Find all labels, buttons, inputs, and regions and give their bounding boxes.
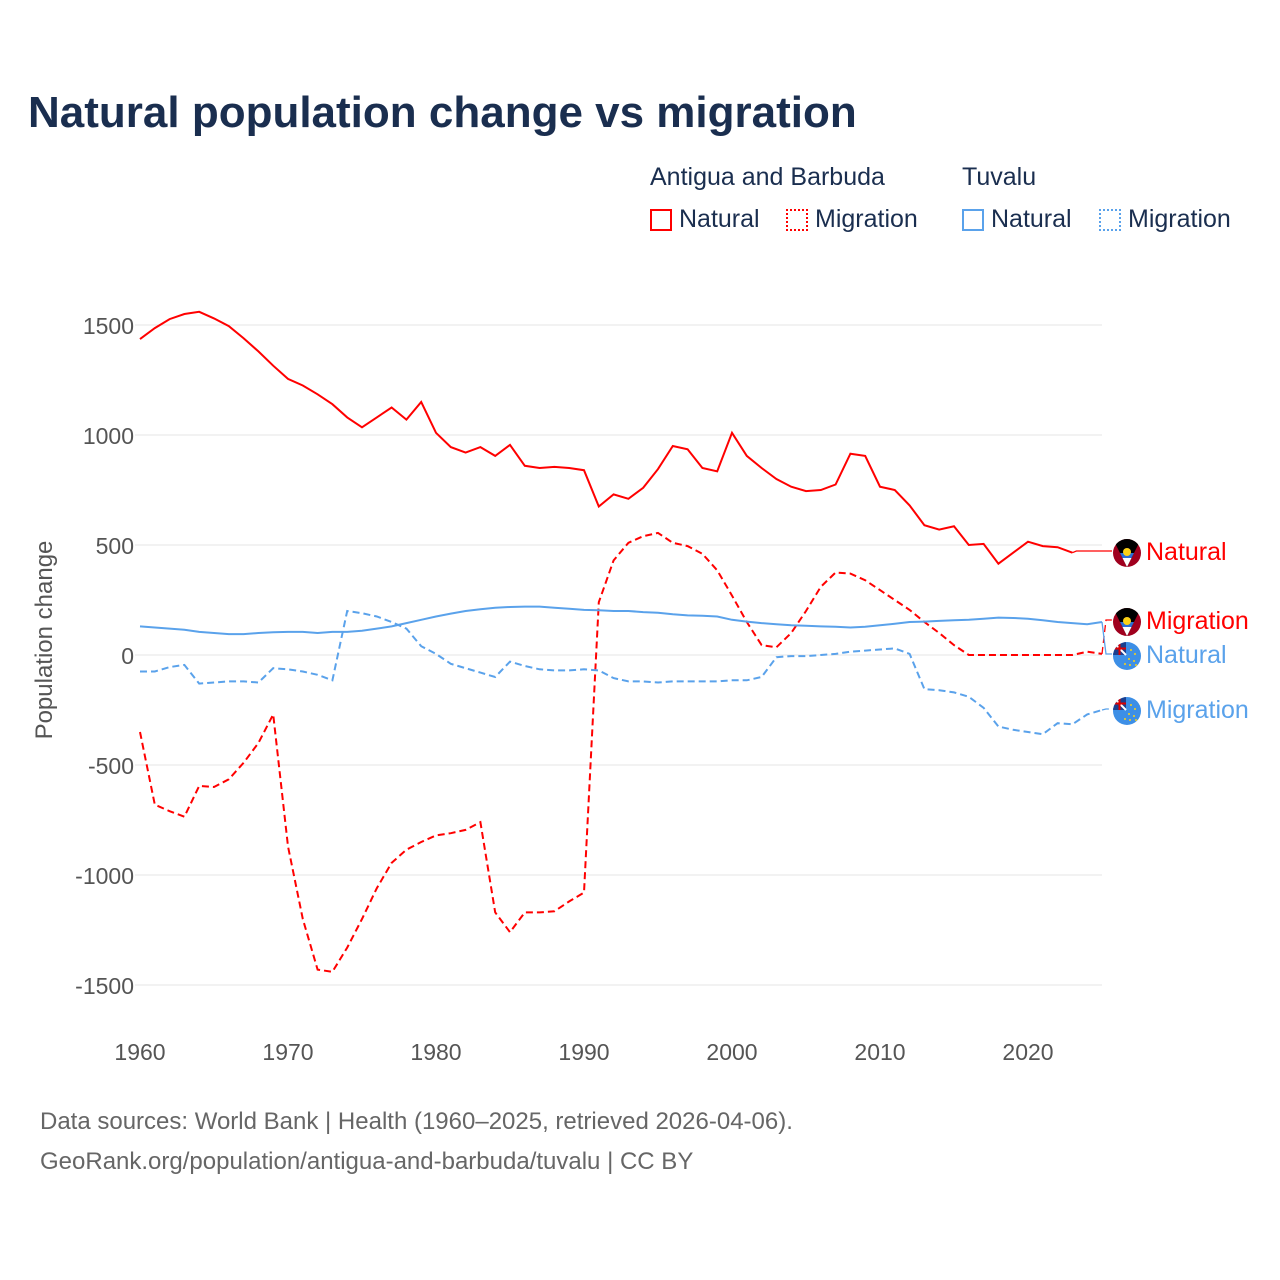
legend-swatch	[650, 208, 672, 231]
series-end-label: Migration	[1146, 607, 1249, 635]
series-antigua-and-barbuda-migration[interactable]: Migration	[139, 531, 1249, 973]
series-tuvalu-migration[interactable]: Migration	[140, 609, 1249, 736]
legend-label: Migration	[1128, 205, 1231, 233]
legend-group-tuvalu: Tuvalu	[962, 163, 1037, 191]
series-line[interactable]	[140, 609, 1103, 736]
chart-title: Natural population change vs migration	[28, 88, 857, 137]
legend-label: Natural	[991, 205, 1072, 233]
tuvalu-flag-icon	[1113, 697, 1141, 725]
legend-antigua-migration[interactable]: Migration	[786, 205, 918, 234]
x-tick-label: 2000	[706, 1039, 757, 1065]
legend-swatch	[786, 208, 808, 231]
label-connector	[1101, 708, 1112, 711]
x-tick-label: 2010	[854, 1039, 905, 1065]
legend-swatch	[1099, 208, 1121, 231]
legend-label: Migration	[815, 205, 918, 233]
x-tick-label: 2020	[1002, 1039, 1053, 1065]
series-tuvalu-natural[interactable]: Natural	[139, 605, 1227, 670]
label-connector	[1072, 550, 1112, 554]
antigua-flag-icon	[1113, 608, 1141, 636]
footer-source: Data sources: World Bank | Health (1960–…	[40, 1108, 793, 1135]
x-tick-label: 1970	[262, 1039, 313, 1065]
y-tick-label: 1000	[83, 423, 134, 449]
series-antigua-and-barbuda-natural[interactable]: Natural	[139, 310, 1227, 567]
footer-link[interactable]: GeoRank.org/population/antigua-and-barbu…	[40, 1148, 694, 1175]
series-end-label: Natural	[1146, 641, 1227, 669]
x-tick-label: 1980	[410, 1039, 461, 1065]
legend-label: Natural	[679, 205, 760, 233]
antigua-flag-icon	[1113, 539, 1141, 567]
x-tick-label: 1960	[114, 1039, 165, 1065]
x-tick-label: 1990	[558, 1039, 609, 1065]
label-connector	[1101, 619, 1112, 654]
y-tick-label: -1000	[75, 863, 134, 889]
label-connector	[1101, 621, 1112, 655]
legend-swatch	[962, 208, 984, 231]
series-line[interactable]	[139, 605, 1103, 636]
y-tick-label: 1500	[83, 313, 134, 339]
legend-antigua-natural[interactable]: Natural	[650, 205, 760, 234]
series-end-label: Migration	[1146, 696, 1249, 724]
series-line[interactable]	[139, 310, 1073, 566]
y-tick-label: -500	[88, 753, 134, 779]
legend-tuvalu-natural[interactable]: Natural	[962, 205, 1072, 234]
series-line[interactable]	[139, 531, 1103, 973]
legend-group-antigua: Antigua and Barbuda	[650, 163, 885, 191]
y-tick-label: -1500	[75, 973, 134, 999]
tuvalu-flag-icon	[1113, 642, 1141, 670]
y-tick-label: 500	[96, 533, 134, 559]
y-axis-label: Population change	[31, 541, 58, 740]
legend-tuvalu-migration[interactable]: Migration	[1099, 205, 1231, 234]
y-tick-label: 0	[121, 643, 134, 669]
series-end-label: Natural	[1146, 538, 1227, 566]
